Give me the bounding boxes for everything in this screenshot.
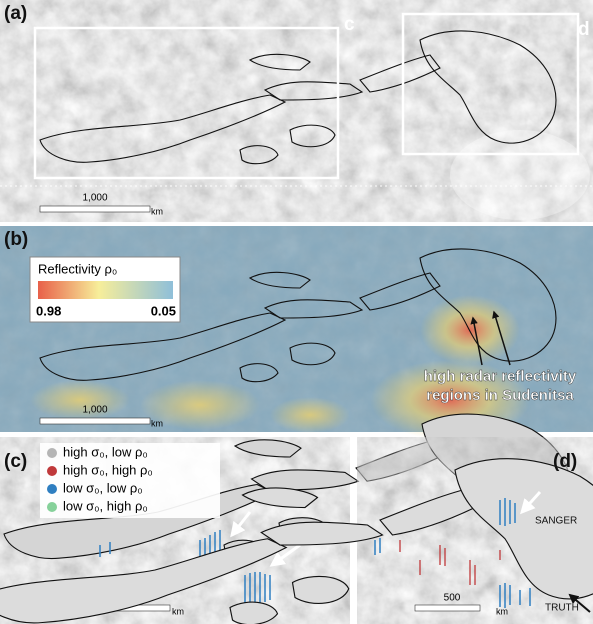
scale-bar: [415, 605, 480, 611]
legend-dot: [47, 448, 57, 458]
feature-label: SANGER: [535, 516, 577, 527]
annotation: high radar reflectivity: [424, 368, 577, 385]
scale-value: 1,000: [82, 405, 107, 416]
scale-value: 1,000: [82, 193, 107, 204]
panel-label: (d): [553, 451, 577, 472]
legend-dot: [47, 484, 57, 494]
scale-value: 500: [444, 593, 461, 604]
page: (a) c d 1,000 km (b) Reflectivity ρ₀ 0.9…: [0, 0, 593, 624]
warm-region: [30, 380, 130, 420]
scale-bar: [40, 206, 150, 212]
legend-label: low σ₀, high ρ₀: [63, 498, 148, 513]
bright-region: [450, 130, 590, 220]
colorbar-title: Reflectivity ρ₀: [38, 261, 117, 276]
feature-label: TRUTH: [545, 603, 579, 614]
figure: (a) c d 1,000 km (b) Reflectivity ρ₀ 0.9…: [0, 0, 593, 624]
legend-label: high σ₀, low ρ₀: [63, 444, 148, 459]
scale-unit: km: [151, 418, 163, 428]
panel-label: (c): [4, 451, 27, 472]
legend-label: high σ₀, high ρ₀: [63, 462, 153, 477]
legend-dot: [47, 466, 57, 476]
scale-unit: km: [172, 606, 184, 616]
panel-label: (a): [4, 3, 27, 24]
panel-label: (b): [4, 229, 28, 250]
colorbar: [38, 281, 173, 299]
box-label: c: [344, 14, 355, 35]
box-label: d: [578, 19, 590, 40]
legend-label: low σ₀, low ρ₀: [63, 480, 143, 495]
scale-unit: km: [151, 206, 163, 216]
hot-region: [420, 295, 520, 365]
warm-region: [270, 397, 350, 433]
legend-dot: [47, 502, 57, 512]
scale-bar: [40, 418, 150, 424]
annotation: regions in Sudenitsa: [426, 387, 574, 404]
colorbar-max: 0.05: [151, 303, 176, 318]
panel-a: (a) c d 1,000 km: [0, 0, 593, 222]
colorbar-min: 0.98: [36, 303, 61, 318]
panel-b: (b) Reflectivity ρ₀ 0.98 0.05 high radar…: [0, 226, 593, 440]
scale-unit: km: [496, 606, 508, 616]
